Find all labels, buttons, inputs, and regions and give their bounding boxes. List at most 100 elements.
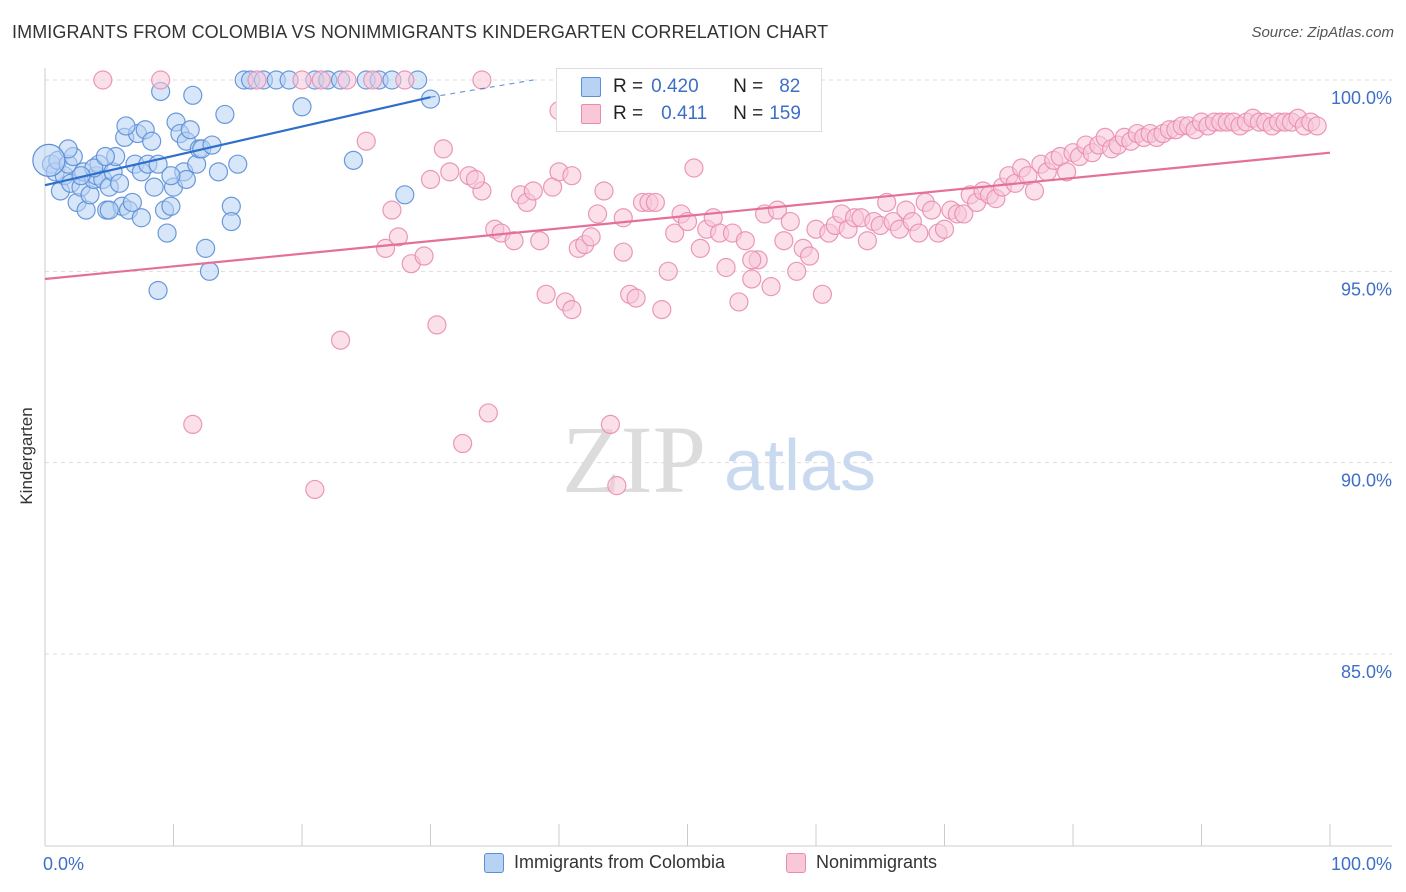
colombia-point-78 <box>116 116 136 136</box>
n-label: N = <box>733 76 764 97</box>
nonimmigrant-point-15 <box>382 200 402 220</box>
legend-label-nonimmigrants: Nonimmigrants <box>816 852 938 872</box>
nonimmigrant-point-156 <box>742 250 762 270</box>
nonimmigrant-point-12 <box>305 479 325 500</box>
nonimmigrant-point-110 <box>1024 181 1045 201</box>
r-label: R = <box>613 76 644 97</box>
nonimmigrant-point-2 <box>247 70 267 90</box>
colombia-point-52 <box>215 104 235 125</box>
nonimmigrant-point-23 <box>453 433 473 454</box>
nonimmigrant-point-46 <box>613 242 633 262</box>
nonimmigrant-point-96 <box>934 219 955 239</box>
legend-item-nonimmigrants[interactable]: Nonimmigrants <box>786 852 937 873</box>
nonimmigrant-point-69 <box>761 277 781 297</box>
nonimmigrant-point-71 <box>774 231 794 251</box>
y-tick-label-0: 100.0% <box>1331 88 1392 108</box>
x-tick-label-0: 0.0% <box>43 854 84 874</box>
nonimmigrant-point-54 <box>665 223 685 243</box>
colombia-point-68 <box>395 185 415 205</box>
trend-lines <box>44 79 1331 281</box>
chart-title: IMMIGRANTS FROM COLOMBIA VS NONIMMIGRANT… <box>12 22 829 42</box>
y-axis-label: Kindergarten <box>17 407 36 504</box>
nonimmigrant-point-52 <box>652 300 672 320</box>
y-tick-labels: 100.0% 95.0% 90.0% 85.0% <box>1331 88 1392 682</box>
nonimmigrant-point-16 <box>388 227 408 247</box>
colombia-point-large <box>32 143 66 177</box>
nonimmigrant-point-18 <box>414 246 434 266</box>
series-nonimmigrants <box>93 70 1327 500</box>
nonimmigrant-point-66 <box>742 269 762 289</box>
stats-box: R = 0.420 N = 82 R = 0.411 N = 159 <box>556 68 822 132</box>
colombia-point-31 <box>142 131 162 151</box>
colombia-point-25 <box>122 192 142 213</box>
colombia-point-73 <box>99 200 119 220</box>
nonimmigrant-point-26 <box>478 403 498 423</box>
nonimmigrant-point-77 <box>812 284 833 304</box>
colombia-point-36 <box>157 223 177 243</box>
nonimmigrant-point-65 <box>735 231 755 251</box>
nonimmigrant-point-99 <box>954 204 974 224</box>
nonimmigrant-point-11 <box>183 414 203 434</box>
stats-row-colombia: R = 0.420 N = 82 <box>581 76 800 98</box>
colombia-point-32 <box>144 177 164 197</box>
y-tick-label-1: 95.0% <box>1341 279 1392 299</box>
nonimmigrant-point-158 <box>562 300 582 320</box>
nonimmigrant-point-115 <box>1056 162 1077 182</box>
trend-line-colombia <box>44 96 431 187</box>
r-label: R = <box>613 103 644 124</box>
nonimmigrant-point-1 <box>151 70 171 90</box>
nonimmigrant-point-45 <box>607 476 627 496</box>
nonimmigrant-point-10 <box>330 330 351 350</box>
r-value: 0.411 <box>661 103 708 124</box>
colombia-point-74 <box>131 208 151 228</box>
stats-row-nonimmigrants: R = 0.411 N = 159 <box>581 103 801 125</box>
stats-swatch-nonimmigrants <box>581 104 601 124</box>
nonimmigrant-point-29 <box>504 231 524 251</box>
colombia-point-54 <box>228 154 248 174</box>
nonimmigrant-point-157 <box>465 169 486 190</box>
nonimmigrant-point-8 <box>472 70 492 90</box>
nonimmigrant-point-42 <box>587 204 608 224</box>
stats-swatch-colombia <box>581 77 601 97</box>
nonimmigrant-point-38 <box>562 166 582 186</box>
nonimmigrant-point-33 <box>530 231 550 251</box>
x-tick-label-1: 100.0% <box>1331 854 1392 874</box>
nonimmigrant-point-94 <box>922 200 942 220</box>
colombia-point-64 <box>343 150 363 170</box>
nonimmigrant-point-48 <box>626 288 646 308</box>
nonimmigrant-point-0 <box>93 70 113 90</box>
nonimmigrant-point-51 <box>645 192 665 213</box>
nonimmigrant-point-43 <box>594 181 614 201</box>
nonimmigrant-point-21 <box>433 139 453 159</box>
y-tick-label-2: 90.0% <box>1341 471 1392 491</box>
nonimmigrant-point-73 <box>787 261 807 281</box>
nonimmigrant-point-92 <box>909 223 929 243</box>
watermark-atlas: atlas <box>724 426 876 506</box>
n-value: 159 <box>769 103 801 124</box>
nonimmigrant-point-5 <box>337 70 357 90</box>
watermark-zip: ZIP <box>562 406 706 513</box>
r-value: 0.420 <box>651 76 699 97</box>
nonimmigrant-point-22 <box>440 162 460 182</box>
nonimmigrant-point-19 <box>420 169 441 190</box>
nonimmigrant-point-75 <box>799 246 820 266</box>
colombia-point-49 <box>199 261 220 281</box>
colombia-point-48 <box>196 238 216 258</box>
colombia-point-60 <box>292 97 312 117</box>
nonimmigrant-point-14 <box>375 238 396 258</box>
nonimmigrant-point-154 <box>1307 116 1327 136</box>
colombia-point-43 <box>180 120 200 140</box>
nonimmigrant-point-6 <box>363 70 383 90</box>
colombia-point-21 <box>109 173 130 193</box>
nonimmigrant-point-87 <box>877 192 897 213</box>
nonimmigrant-point-34 <box>536 284 556 304</box>
nonimmigrant-point-7 <box>395 70 415 90</box>
colombia-point-72 <box>148 280 168 301</box>
n-value: 82 <box>779 76 801 97</box>
colombia-point-81 <box>95 146 115 167</box>
colombia-point-51 <box>208 162 229 182</box>
nonimmigrant-point-64 <box>729 292 749 312</box>
colombia-point-71 <box>221 211 241 232</box>
legend-item-colombia[interactable]: Immigrants from Colombia <box>484 852 725 873</box>
nonimmigrant-point-53 <box>658 261 678 281</box>
